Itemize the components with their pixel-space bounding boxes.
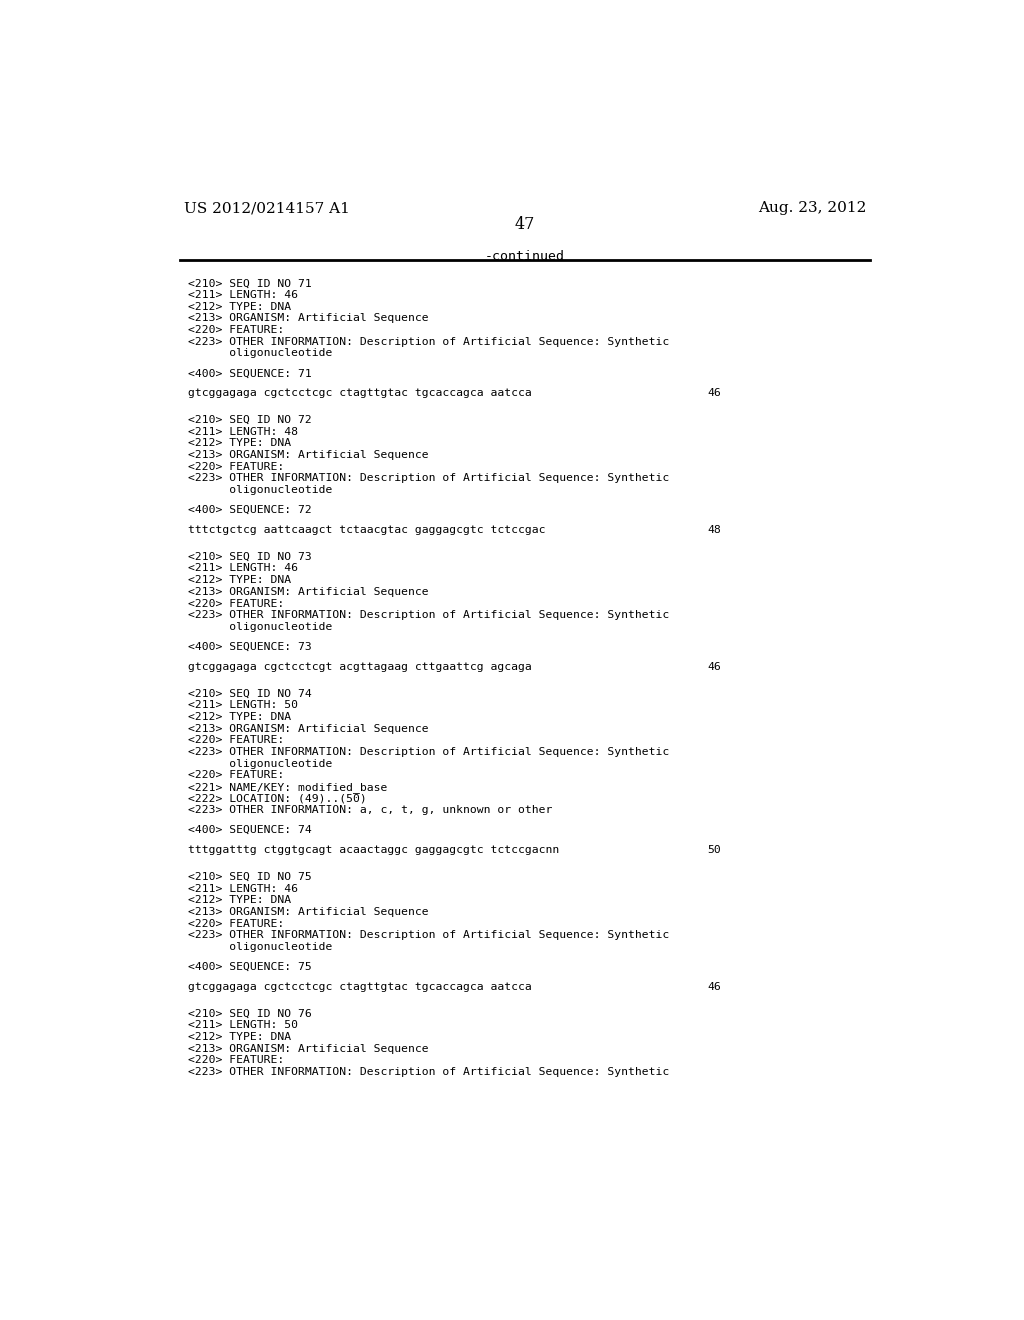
- Text: <212> TYPE: DNA: <212> TYPE: DNA: [187, 438, 291, 449]
- Text: 47: 47: [515, 216, 535, 234]
- Text: oligonucleotide: oligonucleotide: [187, 942, 332, 952]
- Text: 48: 48: [708, 525, 721, 535]
- Text: <211> LENGTH: 46: <211> LENGTH: 46: [187, 883, 298, 894]
- Text: tttctgctcg aattcaagct tctaacgtac gaggagcgtc tctccgac: tttctgctcg aattcaagct tctaacgtac gaggagc…: [187, 525, 545, 535]
- Text: 50: 50: [708, 845, 721, 855]
- Text: <210> SEQ ID NO 74: <210> SEQ ID NO 74: [187, 689, 311, 698]
- Text: gtcggagaga cgctcctcgc ctagttgtac tgcaccagca aatcca: gtcggagaga cgctcctcgc ctagttgtac tgcacca…: [187, 388, 531, 399]
- Text: <222> LOCATION: (49)..(50): <222> LOCATION: (49)..(50): [187, 793, 367, 804]
- Text: <223> OTHER INFORMATION: Description of Artificial Sequence: Synthetic: <223> OTHER INFORMATION: Description of …: [187, 610, 669, 620]
- Text: <220> FEATURE:: <220> FEATURE:: [187, 598, 284, 609]
- Text: <220> FEATURE:: <220> FEATURE:: [187, 919, 284, 929]
- Text: <223> OTHER INFORMATION: Description of Artificial Sequence: Synthetic: <223> OTHER INFORMATION: Description of …: [187, 747, 669, 756]
- Text: <223> OTHER INFORMATION: Description of Artificial Sequence: Synthetic: <223> OTHER INFORMATION: Description of …: [187, 474, 669, 483]
- Text: <212> TYPE: DNA: <212> TYPE: DNA: [187, 576, 291, 585]
- Text: <210> SEQ ID NO 75: <210> SEQ ID NO 75: [187, 873, 311, 882]
- Text: oligonucleotide: oligonucleotide: [187, 759, 332, 768]
- Text: <210> SEQ ID NO 73: <210> SEQ ID NO 73: [187, 552, 311, 562]
- Text: <213> ORGANISM: Artificial Sequence: <213> ORGANISM: Artificial Sequence: [187, 1044, 428, 1053]
- Text: <212> TYPE: DNA: <212> TYPE: DNA: [187, 895, 291, 906]
- Text: <400> SEQUENCE: 71: <400> SEQUENCE: 71: [187, 368, 311, 379]
- Text: -continued: -continued: [484, 249, 565, 263]
- Text: oligonucleotide: oligonucleotide: [187, 348, 332, 359]
- Text: 46: 46: [708, 661, 721, 672]
- Text: <400> SEQUENCE: 75: <400> SEQUENCE: 75: [187, 962, 311, 972]
- Text: 46: 46: [708, 982, 721, 991]
- Text: <213> ORGANISM: Artificial Sequence: <213> ORGANISM: Artificial Sequence: [187, 450, 428, 461]
- Text: <210> SEQ ID NO 71: <210> SEQ ID NO 71: [187, 279, 311, 288]
- Text: <210> SEQ ID NO 76: <210> SEQ ID NO 76: [187, 1008, 311, 1019]
- Text: <223> OTHER INFORMATION: Description of Artificial Sequence: Synthetic: <223> OTHER INFORMATION: Description of …: [187, 1067, 669, 1077]
- Text: gtcggagaga cgctcctcgt acgttagaag cttgaattcg agcaga: gtcggagaga cgctcctcgt acgttagaag cttgaat…: [187, 661, 531, 672]
- Text: <213> ORGANISM: Artificial Sequence: <213> ORGANISM: Artificial Sequence: [187, 907, 428, 917]
- Text: <220> FEATURE:: <220> FEATURE:: [187, 325, 284, 335]
- Text: <212> TYPE: DNA: <212> TYPE: DNA: [187, 711, 291, 722]
- Text: <223> OTHER INFORMATION: Description of Artificial Sequence: Synthetic: <223> OTHER INFORMATION: Description of …: [187, 337, 669, 347]
- Text: oligonucleotide: oligonucleotide: [187, 486, 332, 495]
- Text: <223> OTHER INFORMATION: Description of Artificial Sequence: Synthetic: <223> OTHER INFORMATION: Description of …: [187, 931, 669, 940]
- Text: <400> SEQUENCE: 73: <400> SEQUENCE: 73: [187, 642, 311, 652]
- Text: <220> FEATURE:: <220> FEATURE:: [187, 771, 284, 780]
- Text: <211> LENGTH: 46: <211> LENGTH: 46: [187, 290, 298, 300]
- Text: Aug. 23, 2012: Aug. 23, 2012: [758, 201, 866, 215]
- Text: <213> ORGANISM: Artificial Sequence: <213> ORGANISM: Artificial Sequence: [187, 723, 428, 734]
- Text: <213> ORGANISM: Artificial Sequence: <213> ORGANISM: Artificial Sequence: [187, 313, 428, 323]
- Text: US 2012/0214157 A1: US 2012/0214157 A1: [183, 201, 349, 215]
- Text: <212> TYPE: DNA: <212> TYPE: DNA: [187, 302, 291, 312]
- Text: tttggatttg ctggtgcagt acaactaggc gaggagcgtc tctccgacnn: tttggatttg ctggtgcagt acaactaggc gaggagc…: [187, 845, 559, 855]
- Text: gtcggagaga cgctcctcgc ctagttgtac tgcaccagca aatcca: gtcggagaga cgctcctcgc ctagttgtac tgcacca…: [187, 982, 531, 991]
- Text: <220> FEATURE:: <220> FEATURE:: [187, 462, 284, 471]
- Text: <223> OTHER INFORMATION: a, c, t, g, unknown or other: <223> OTHER INFORMATION: a, c, t, g, unk…: [187, 805, 552, 816]
- Text: <220> FEATURE:: <220> FEATURE:: [187, 1056, 284, 1065]
- Text: 46: 46: [708, 388, 721, 399]
- Text: <210> SEQ ID NO 72: <210> SEQ ID NO 72: [187, 414, 311, 425]
- Text: <400> SEQUENCE: 72: <400> SEQUENCE: 72: [187, 506, 311, 515]
- Text: oligonucleotide: oligonucleotide: [187, 622, 332, 632]
- Text: <220> FEATURE:: <220> FEATURE:: [187, 735, 284, 746]
- Text: <211> LENGTH: 46: <211> LENGTH: 46: [187, 564, 298, 573]
- Text: <211> LENGTH: 50: <211> LENGTH: 50: [187, 1020, 298, 1031]
- Text: <211> LENGTH: 50: <211> LENGTH: 50: [187, 700, 298, 710]
- Text: <213> ORGANISM: Artificial Sequence: <213> ORGANISM: Artificial Sequence: [187, 587, 428, 597]
- Text: <212> TYPE: DNA: <212> TYPE: DNA: [187, 1032, 291, 1041]
- Text: <400> SEQUENCE: 74: <400> SEQUENCE: 74: [187, 825, 311, 836]
- Text: <211> LENGTH: 48: <211> LENGTH: 48: [187, 426, 298, 437]
- Text: <221> NAME/KEY: modified_base: <221> NAME/KEY: modified_base: [187, 781, 387, 793]
